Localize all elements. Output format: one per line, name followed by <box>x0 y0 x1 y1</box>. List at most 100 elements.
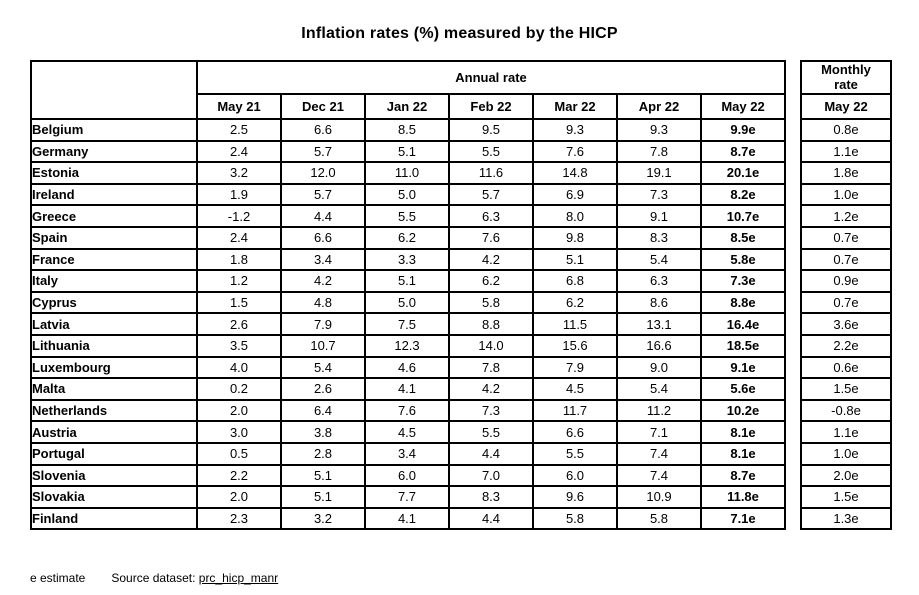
annual-value: 5.1 <box>364 139 450 164</box>
estimate-note: e estimate <box>30 571 86 585</box>
annual-value: 5.5 <box>448 139 534 164</box>
column-header: May 21 <box>196 93 282 120</box>
table-row: Lithuania 3.5 10.7 12.3 14.0 15.6 16.6 18.5e <box>30 333 786 358</box>
table-row: Estonia 3.2 12.0 11.0 11.6 14.8 19.1 20.1e <box>30 161 786 185</box>
monthly-value: 1.5e <box>800 485 892 509</box>
annual-value: 4.0 <box>196 355 282 380</box>
annual-value: 4.2 <box>280 269 366 293</box>
annual-value: 7.7 <box>364 485 450 509</box>
footnote: e estimate Source dataset: prc_hicp_manr <box>30 571 278 585</box>
table-row: France 1.8 3.4 3.3 4.2 5.1 5.4 5.8e <box>30 247 786 272</box>
monthly-rate-header: Monthly rate <box>800 60 892 95</box>
annual-value: 2.8 <box>280 441 366 466</box>
table-row: Netherlands 2.0 6.4 7.6 7.3 11.7 11.2 10.2e <box>30 398 786 423</box>
annual-value: 6.2 <box>448 269 534 293</box>
table-row: Finland 2.3 3.2 4.1 4.4 5.8 5.8 7.1e <box>30 506 786 531</box>
country-label: Latvia <box>30 312 198 336</box>
annual-value: 6.0 <box>364 463 450 488</box>
monthly-value: 0.7e <box>800 247 892 272</box>
annual-value: 5.1 <box>280 463 366 488</box>
annual-value: 16.4e <box>700 312 786 336</box>
table-row: 0.6e <box>800 355 892 380</box>
country-label: France <box>30 247 198 272</box>
annual-value: 8.0 <box>532 204 618 228</box>
annual-value: 8.8 <box>448 312 534 336</box>
table-row: 1.5e <box>800 485 892 509</box>
table-row: 0.7e <box>800 290 892 315</box>
table-row: Cyprus 1.5 4.8 5.0 5.8 6.2 8.6 8.8e <box>30 290 786 315</box>
country-label: Portugal <box>30 441 198 466</box>
annual-value: 4.4 <box>448 506 534 531</box>
annual-value: 5.6e <box>700 377 786 401</box>
annual-value: 8.6 <box>616 290 702 315</box>
annual-value: 5.8 <box>448 290 534 315</box>
monthly-value: 1.2e <box>800 204 892 228</box>
column-header: Jan 22 <box>364 93 450 120</box>
annual-value: 11.0 <box>364 161 450 185</box>
country-label: Finland <box>30 506 198 531</box>
country-label: Ireland <box>30 182 198 207</box>
annual-value: 11.8e <box>700 485 786 509</box>
annual-value: 8.1e <box>700 441 786 466</box>
country-label: Malta <box>30 377 198 401</box>
annual-value: 7.9 <box>280 312 366 336</box>
monthly-value: -0.8e <box>800 398 892 423</box>
annual-value: 7.4 <box>616 441 702 466</box>
annual-value: 7.8 <box>448 355 534 380</box>
annual-value: 1.2 <box>196 269 282 293</box>
source-label: Source dataset: <box>111 571 196 585</box>
annual-value: 8.3 <box>616 225 702 250</box>
monthly-value: 0.7e <box>800 290 892 315</box>
monthly-value: 0.6e <box>800 355 892 380</box>
annual-value: 2.2 <box>196 463 282 488</box>
annual-value: 14.0 <box>448 333 534 358</box>
column-header: Apr 22 <box>616 93 702 120</box>
annual-value: 7.3 <box>616 182 702 207</box>
annual-value: 5.7 <box>448 182 534 207</box>
annual-value: 6.3 <box>448 204 534 228</box>
group-header-row: Monthly rate <box>800 60 892 95</box>
annual-value: 4.5 <box>532 377 618 401</box>
source-dataset-link[interactable]: prc_hicp_manr <box>198 571 279 585</box>
annual-value: 2.3 <box>196 506 282 531</box>
annual-value: 16.6 <box>616 333 702 358</box>
annual-value: 1.8 <box>196 247 282 272</box>
table-row: 1.1e <box>800 420 892 444</box>
annual-value: 0.2 <box>196 377 282 401</box>
table-row: 1.0e <box>800 441 892 466</box>
annual-value: 1.9 <box>196 182 282 207</box>
annual-value: 3.4 <box>280 247 366 272</box>
annual-value: 12.3 <box>364 333 450 358</box>
country-label: Slovenia <box>30 463 198 488</box>
column-header-row: May 22 <box>800 93 892 120</box>
annual-value: 5.7 <box>280 182 366 207</box>
table-row: 3.6e <box>800 312 892 336</box>
country-label: Slovakia <box>30 485 198 509</box>
annual-value: 6.6 <box>280 225 366 250</box>
monthly-rate-table: Monthly rate May 22 0.8e 1.1e 1.8e 1.0e 1.2e… <box>800 60 892 531</box>
table-row: Latvia 2.6 7.9 7.5 8.8 11.5 13.1 16.4e <box>30 312 786 336</box>
annual-value: 6.6 <box>280 118 366 142</box>
table-row: 1.2e <box>800 204 892 228</box>
annual-value: 6.6 <box>532 420 618 444</box>
country-label: Lithuania <box>30 333 198 358</box>
table-row: 1.3e <box>800 506 892 531</box>
annual-value: 15.6 <box>532 333 618 358</box>
country-label: Belgium <box>30 118 198 142</box>
annual-value: 5.8 <box>616 506 702 531</box>
table-row: Luxembourg 4.0 5.4 4.6 7.8 7.9 9.0 9.1e <box>30 355 786 380</box>
annual-value: 9.8 <box>532 225 618 250</box>
column-header-row: May 21 Dec 21 Jan 22 Feb 22 Mar 22 Apr 22 May … <box>31 93 786 120</box>
column-header: Feb 22 <box>448 93 534 120</box>
annual-value: 8.7e <box>700 139 786 164</box>
table-row: Portugal 0.5 2.8 3.4 4.4 5.5 7.4 8.1e <box>30 441 786 466</box>
monthly-value: 1.0e <box>800 182 892 207</box>
table-row: Slovenia 2.2 5.1 6.0 7.0 6.0 7.4 8.7e <box>30 463 786 488</box>
annual-value: 9.3 <box>532 118 618 142</box>
annual-value: 6.9 <box>532 182 618 207</box>
annual-value: 4.4 <box>448 441 534 466</box>
annual-value: 9.1 <box>616 204 702 228</box>
page-title: Inflation rates (%) measured by the HICP <box>301 25 618 42</box>
annual-value: 9.6 <box>532 485 618 509</box>
corner-cell <box>30 60 198 120</box>
